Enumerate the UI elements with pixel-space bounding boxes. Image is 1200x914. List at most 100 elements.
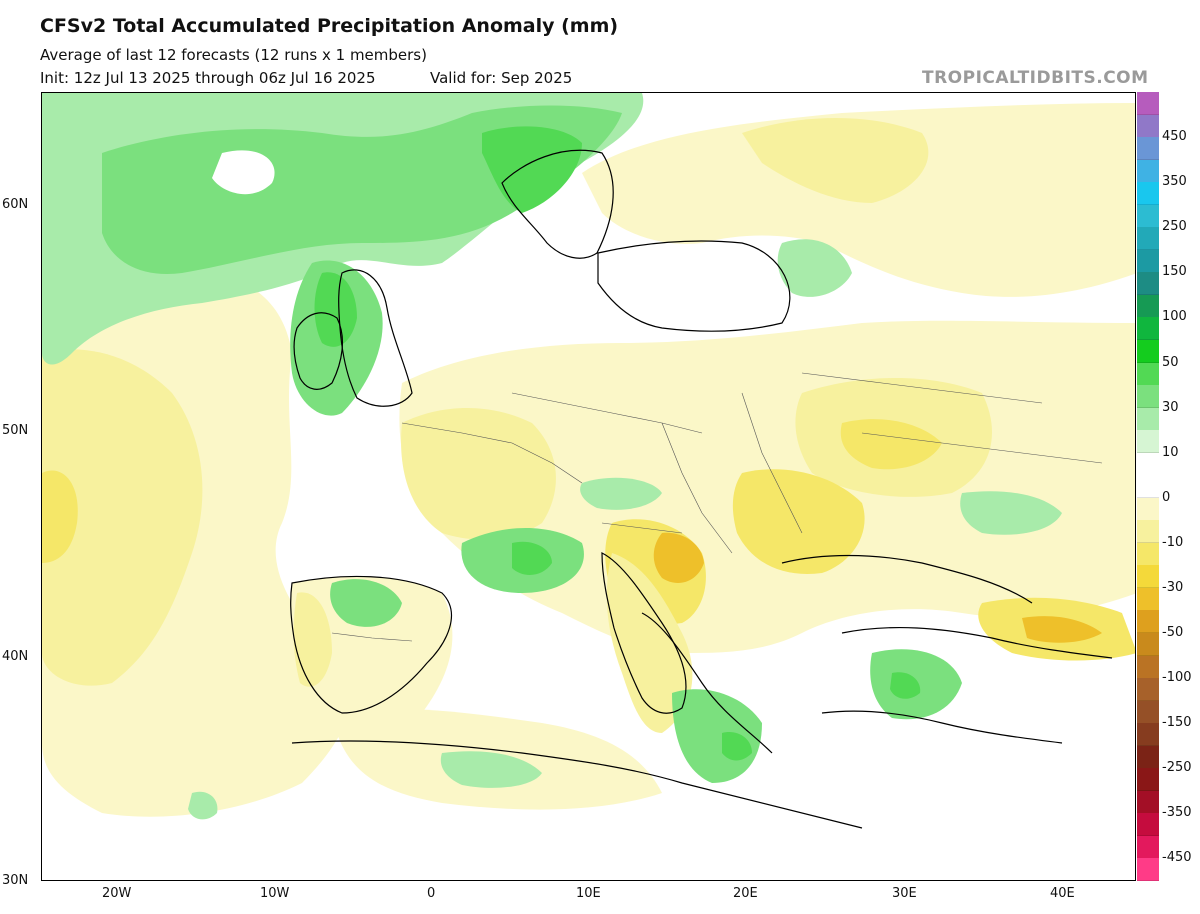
lon-label-0: 0 [427, 886, 436, 901]
colorbar-segment [1137, 475, 1159, 499]
central-med-wet-dark [722, 732, 752, 761]
colorbar-segment [1137, 835, 1159, 859]
border-ukraine-russia [861, 432, 1103, 464]
colorbar-segment [1137, 813, 1159, 837]
lat-label-50n: 50N [2, 423, 29, 438]
turkey-north-coast [841, 626, 1113, 659]
colorbar-segment [1137, 587, 1159, 611]
chart-subtitle: Average of last 12 forecasts (12 runs x … [40, 46, 427, 64]
colorbar-segment [1137, 294, 1159, 318]
border-poland-south [661, 422, 733, 554]
colorbar-label: -50 [1162, 625, 1184, 641]
scotland-wet-dark [314, 272, 357, 347]
ireland-coast [293, 312, 343, 390]
norway-coast-wet-dark [482, 126, 582, 213]
colorbar-segment [1137, 92, 1159, 115]
colorbar-segment [1137, 497, 1159, 521]
colorbar-label: -250 [1162, 760, 1192, 776]
black-sea-wet [960, 491, 1062, 535]
colorbar-segment [1137, 542, 1159, 566]
border-france-germany [401, 422, 583, 484]
colorbar-segment [1137, 655, 1159, 679]
iberia-coast [290, 575, 452, 714]
colorbar-label: -100 [1162, 670, 1192, 686]
lon-label-20w: 20W [102, 886, 132, 901]
france-dry [401, 408, 556, 540]
colorbar-label: 350 [1162, 174, 1187, 190]
lat-label-60n: 60N [2, 197, 29, 212]
lat-label-40n: 40N [2, 649, 29, 664]
atlantic-wet-patch [188, 791, 218, 820]
adriatic-east-coast [641, 612, 773, 754]
colorbar-segment [1137, 182, 1159, 206]
atlas-wet [440, 751, 542, 788]
turkey-east-dry-core [1022, 616, 1102, 643]
colorbar-segment [1137, 790, 1159, 814]
map-canvas [42, 93, 1135, 880]
colorbar-segment [1137, 858, 1159, 882]
border-east [741, 392, 803, 534]
colorbar-segment [1137, 520, 1159, 544]
north-alps-wet [580, 477, 662, 510]
atlantic-dry-inner [42, 470, 78, 563]
finland-dry [742, 118, 929, 203]
colorbar-segment [1137, 385, 1159, 409]
iberia-west-dry [293, 592, 332, 687]
baltic-wet-spot [777, 239, 852, 297]
turkey-south-coast [821, 710, 1063, 744]
pyrenees-wet [330, 579, 402, 627]
colorbar-segment [1137, 768, 1159, 792]
lon-label-30e: 30E [892, 886, 917, 901]
lon-label-10e: 10E [576, 886, 601, 901]
black-sea-north-coast [781, 554, 1033, 604]
italy-coast [601, 552, 687, 714]
italy-dry [606, 553, 693, 733]
init-time: Init: 12z Jul 13 2025 through 06z Jul 16… [40, 69, 376, 87]
colorbar-segment [1137, 452, 1159, 476]
border-central-europe [511, 392, 703, 434]
colorbar-label: 50 [1162, 354, 1179, 370]
iberia-dry [290, 576, 453, 728]
bosnia-dry-core [653, 532, 704, 583]
anomaly-map [41, 92, 1136, 881]
valid-time: Valid for: Sep 2025 [430, 69, 573, 87]
colorbar-label: -30 [1162, 579, 1184, 595]
country-borders [331, 372, 1103, 642]
colorbar-segment [1137, 317, 1159, 341]
colorbar-segment [1137, 633, 1159, 657]
africa-north-coast [291, 740, 863, 829]
chart-title: CFSv2 Total Accumulated Precipitation An… [40, 15, 619, 37]
border-baltic-belarus [801, 372, 1043, 404]
colorbar-segment [1137, 339, 1159, 363]
turkey-west-wet-dark [890, 672, 921, 699]
colorbar-label: 30 [1162, 399, 1179, 415]
colorbar-label: -450 [1162, 850, 1192, 866]
atlantic-dry-core [42, 349, 203, 686]
colorbar-segment [1137, 745, 1159, 769]
colorbar-segment [1137, 114, 1159, 138]
colorbar-label: 250 [1162, 219, 1187, 235]
colorbar [1137, 92, 1159, 882]
norway-coast [501, 149, 614, 259]
colorbar-segment [1137, 430, 1159, 454]
colorbar-label: 0 [1162, 489, 1171, 505]
colorbar-label: -150 [1162, 715, 1192, 731]
colorbar-segment [1137, 137, 1159, 161]
colorbar-label: 150 [1162, 264, 1187, 280]
colorbar-segment [1137, 227, 1159, 251]
icelandic-pale-hole [212, 150, 275, 195]
colorbar-segment [1137, 362, 1159, 386]
chart-header: CFSv2 Total Accumulated Precipitation An… [0, 0, 1200, 92]
sweden-baltic-coast [597, 240, 791, 332]
brand-watermark: TROPICALTIDBITS.COM [922, 68, 1149, 88]
britain-coast [338, 269, 413, 407]
lon-label-20e: 20E [733, 886, 758, 901]
border-alps [601, 522, 683, 534]
alps-wet-dark [512, 541, 552, 575]
colorbar-label: -10 [1162, 534, 1184, 550]
colorbar-label: 450 [1162, 129, 1187, 145]
lon-label-40e: 40E [1050, 886, 1075, 901]
colorbar-segment [1137, 678, 1159, 702]
colorbar-segment [1137, 700, 1159, 724]
colorbar-label: 100 [1162, 309, 1187, 325]
